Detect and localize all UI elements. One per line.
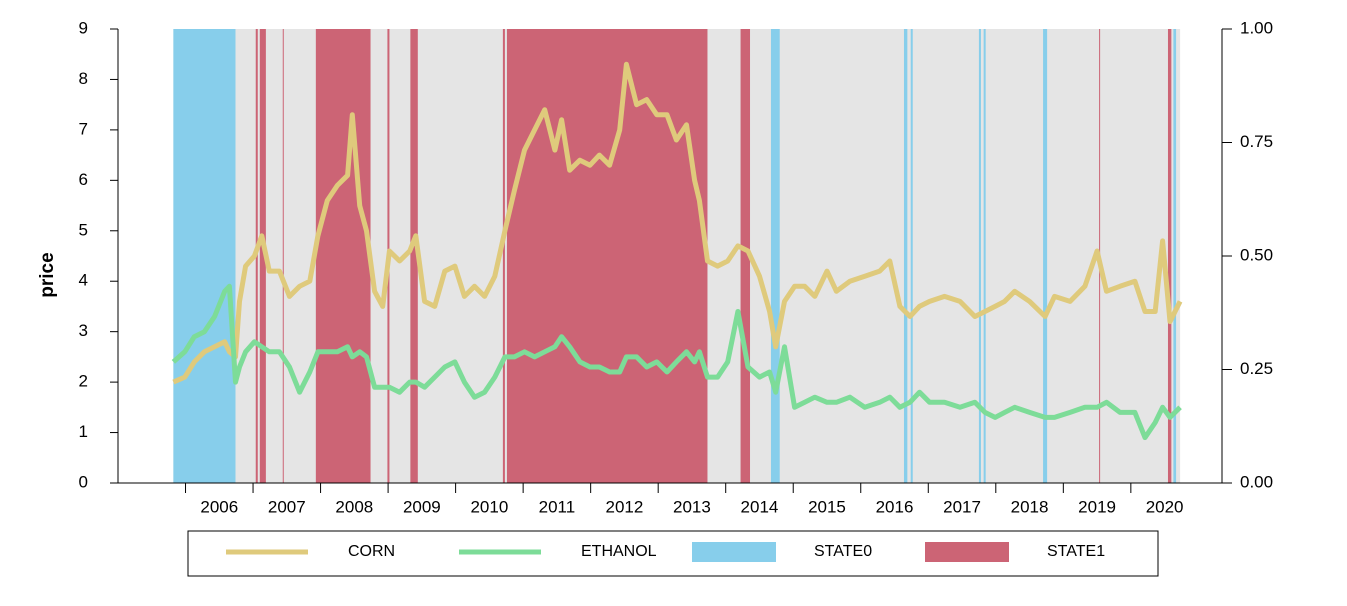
state-band	[1043, 29, 1048, 483]
state-band	[903, 29, 908, 483]
x-tick-label: 2017	[943, 497, 981, 516]
state-band	[506, 29, 708, 483]
legend-swatch	[925, 542, 1009, 562]
y-tick-label: 4	[79, 271, 88, 290]
state-band	[910, 29, 913, 483]
state-band	[770, 29, 780, 483]
x-tick-label: 2016	[876, 497, 914, 516]
state-band	[502, 29, 505, 483]
y2-tick-label: 0.50	[1240, 245, 1273, 264]
x-tick-label: 2008	[335, 497, 373, 516]
state-band	[1173, 29, 1177, 483]
x-tick-label: 2010	[470, 497, 508, 516]
state-band	[410, 29, 418, 483]
state-band	[978, 29, 981, 483]
legend-box	[187, 530, 1159, 577]
y-tick-label: 8	[79, 69, 88, 88]
x-tick-label: 2012	[606, 497, 644, 516]
y2-tick-label: 0.75	[1240, 132, 1273, 151]
y-axis-label: price	[37, 252, 58, 297]
state-band	[315, 29, 371, 483]
state-band	[173, 29, 236, 483]
x-tick-label: 2015	[808, 497, 846, 516]
x-tick-label: 2019	[1078, 497, 1116, 516]
state-band	[983, 29, 986, 483]
y2-tick-label: 0.25	[1240, 359, 1273, 378]
y-tick-label: 9	[79, 18, 88, 37]
legend-swatch	[692, 542, 776, 562]
legend-label: STATE1	[1047, 543, 1105, 560]
x-tick-label: 2013	[673, 497, 711, 516]
legend-label: STATE0	[814, 543, 872, 560]
y-tick-label: 3	[79, 321, 88, 340]
legend-label: CORN	[348, 543, 395, 560]
y2-tick-label: 1.00	[1240, 18, 1273, 37]
y-tick-label: 5	[79, 220, 88, 239]
x-tick-label: 2007	[268, 497, 306, 516]
state-band	[282, 29, 284, 483]
series-line	[172, 61, 1183, 385]
state-band	[740, 29, 751, 483]
x-tick-label: 2009	[403, 497, 441, 516]
x-tick-label: 2011	[539, 497, 576, 516]
y-tick-label: 1	[79, 422, 88, 441]
y2-tick-label: 0.00	[1240, 472, 1273, 491]
y-tick-label: 6	[79, 170, 88, 189]
y-tick-label: 2	[79, 372, 88, 391]
legend-label: ETHANOL	[581, 543, 657, 560]
x-tick-label: 2018	[1011, 497, 1049, 516]
x-tick-label: 2006	[200, 497, 238, 516]
y-tick-label: 7	[79, 119, 88, 138]
state-band	[1167, 29, 1172, 483]
x-tick-label: 2020	[1146, 497, 1184, 516]
series-line	[171, 283, 1182, 441]
state-band	[259, 29, 266, 483]
x-tick-label: 2014	[741, 497, 779, 516]
y-tick-label: 0	[79, 472, 88, 491]
